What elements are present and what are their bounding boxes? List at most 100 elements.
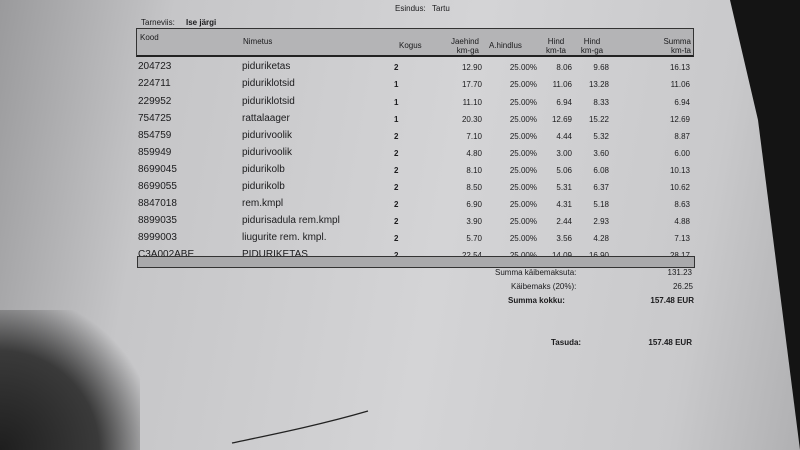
hind-kmga-cell: 16.90 xyxy=(589,251,609,260)
table-row: 859949 pidurivoolik 2 4.80 25.00% 3.00 3.60 6.0… xyxy=(136,147,692,163)
ahindlus-cell: 25.00% xyxy=(509,234,537,243)
tarneviis-label: Tarneviis: xyxy=(141,18,175,27)
kogus-cell: 2 xyxy=(394,63,399,72)
jaehind-cell: 17.70 xyxy=(461,80,482,89)
total-label: Summa kokku: xyxy=(508,296,565,305)
table-row: 8999003 liugurite rem. kmpl. 2 5.70 25.00% 3.… xyxy=(136,232,692,248)
hind-kmga-cell: 5.18 xyxy=(593,200,609,209)
kogus-cell: 2 xyxy=(394,234,399,243)
hind-kmta-cell: 6.94 xyxy=(556,98,572,107)
jaehind-cell: 8.10 xyxy=(466,166,482,175)
kogus-cell: 1 xyxy=(394,98,399,107)
hind-kmga-cell: 13.28 xyxy=(588,80,609,89)
ahindlus-cell: 25.00% xyxy=(509,98,537,107)
kood-cell: 854759 xyxy=(138,130,172,141)
kood-cell: 224711 xyxy=(138,78,171,89)
ahindlus-cell: 25.00% xyxy=(509,183,537,192)
ahindlus-cell: 25.00% xyxy=(509,115,537,124)
subtotal-label: Summa käibemaksuta: xyxy=(495,268,577,277)
hind-kmta-cell: 3.00 xyxy=(556,149,572,158)
kood-cell: 8699045 xyxy=(138,164,177,175)
pay-value: 157.48 EUR xyxy=(648,338,692,347)
kogus-cell: 2 xyxy=(394,149,399,158)
hind-kmga-cell: 4.28 xyxy=(593,234,609,243)
ahindlus-cell: 25.00% xyxy=(509,80,537,89)
hind-kmga-cell: 8.33 xyxy=(593,98,609,107)
kogus-cell: 2 xyxy=(394,132,399,141)
ahindlus-cell: 25.00% xyxy=(509,166,537,175)
tarneviis-value: Ise järgi xyxy=(186,18,217,27)
col-kogus: Kogus xyxy=(399,41,422,50)
vat-label: Käibemaks (20%): xyxy=(511,282,577,291)
hind-kmga-cell: 2.93 xyxy=(593,217,609,226)
table-row: 204723 piduriketas 2 12.90 25.00% 8.06 9.68 16.… xyxy=(136,61,692,77)
summa-cell: 6.00 xyxy=(674,149,690,158)
nimetus-cell: PIDURIKETAS xyxy=(242,249,308,260)
hind-kmga-cell: 5.32 xyxy=(593,132,609,141)
table-row: 224711 piduriklotsid 1 17.70 25.00% 11.06 13.2… xyxy=(136,78,692,94)
col-hind-kmga: Hind km-ga xyxy=(580,37,604,55)
col-jaehind: Jaehind km-ga xyxy=(450,37,479,55)
nimetus-cell: piduriketas xyxy=(242,61,291,72)
kogus-cell: 1 xyxy=(394,115,399,124)
nimetus-cell: pidurikolb xyxy=(242,164,285,175)
hind-kmga-cell: 6.08 xyxy=(593,166,609,175)
pay-label: Tasuda: xyxy=(551,338,582,347)
jaehind-cell: 8.50 xyxy=(466,183,482,192)
table-row: C3A002ABE PIDURIKETAS 2 22.54 25.00% 14.09 16.… xyxy=(136,249,692,265)
table-header: Kood Nimetus Kogus Jaehind km-ga A.hindl… xyxy=(136,28,694,57)
jaehind-cell: 7.10 xyxy=(466,132,482,141)
jaehind-cell: 6.90 xyxy=(466,200,482,209)
ahindlus-cell: 25.00% xyxy=(509,149,537,158)
hind-kmga-cell: 15.22 xyxy=(588,115,609,124)
col-nimetus: Nimetus xyxy=(243,37,273,46)
nimetus-cell: pidurisadula rem.kmpl xyxy=(242,215,340,226)
hind-kmta-cell: 12.69 xyxy=(551,115,572,124)
kood-cell: 754725 xyxy=(138,113,172,124)
jaehind-cell: 20.30 xyxy=(461,115,482,124)
col-ahindlus: A.hindlus xyxy=(489,41,522,50)
kogus-cell: 2 xyxy=(394,217,399,226)
summa-cell: 10.62 xyxy=(669,183,690,192)
table-row: 8847018 rem.kmpl 2 6.90 25.00% 4.31 5.18 8.63 xyxy=(136,198,692,214)
hind-kmta-cell: 8.06 xyxy=(556,63,572,72)
subtotal-value: 131.23 xyxy=(667,268,692,277)
table-footer-bar xyxy=(137,256,695,268)
ahindlus-cell: 25.00% xyxy=(509,63,537,72)
table-row: 754725 rattalaager 1 20.30 25.00% 12.69 15.22 1… xyxy=(136,113,692,129)
summa-cell: 11.06 xyxy=(670,80,690,89)
table-row: 8899035 pidurisadula rem.kmpl 2 3.90 25.00% 2… xyxy=(136,215,692,231)
ahindlus-cell: 25.00% xyxy=(509,217,537,226)
jaehind-cell: 4.80 xyxy=(466,149,482,158)
hind-kmta-cell: 5.06 xyxy=(556,166,572,175)
background-shadow xyxy=(0,310,140,450)
hind-kmga-cell: 9.68 xyxy=(593,63,609,72)
summa-cell: 8.63 xyxy=(674,200,690,209)
summa-cell: 8.87 xyxy=(674,132,690,141)
nimetus-cell: pidurivoolik xyxy=(242,147,293,158)
kogus-cell: 2 xyxy=(394,251,398,260)
col-summa: Summa km-ta xyxy=(663,37,691,55)
ahindlus-cell: 25.00% xyxy=(510,251,537,260)
esindus-value: Tartu xyxy=(432,4,450,13)
col-kood: Kood xyxy=(140,33,159,42)
summa-cell: 7.13 xyxy=(674,234,690,243)
col-hind-kmta: Hind km-ta xyxy=(546,37,566,55)
hind-kmta-cell: 2.44 xyxy=(556,217,572,226)
hind-kmta-cell: 14.09 xyxy=(552,251,572,260)
jaehind-cell: 11.10 xyxy=(462,98,482,107)
summa-cell: 10.13 xyxy=(669,166,690,175)
hind-kmta-cell: 4.31 xyxy=(556,200,572,209)
jaehind-cell: 12.90 xyxy=(461,63,482,72)
hind-kmta-cell: 5.31 xyxy=(556,183,572,192)
kood-cell: 859949 xyxy=(138,147,172,158)
jaehind-cell: 22.54 xyxy=(462,251,482,260)
summa-cell: 12.69 xyxy=(669,115,690,124)
kood-cell: 8899035 xyxy=(138,215,177,226)
kood-cell: 8699055 xyxy=(138,181,177,192)
esindus-label: Esindus: xyxy=(395,4,426,13)
kogus-cell: 1 xyxy=(394,80,399,89)
nimetus-cell: pidurivoolik xyxy=(242,130,293,141)
hind-kmta-cell: 4.44 xyxy=(556,132,572,141)
signature-stroke xyxy=(231,410,369,444)
